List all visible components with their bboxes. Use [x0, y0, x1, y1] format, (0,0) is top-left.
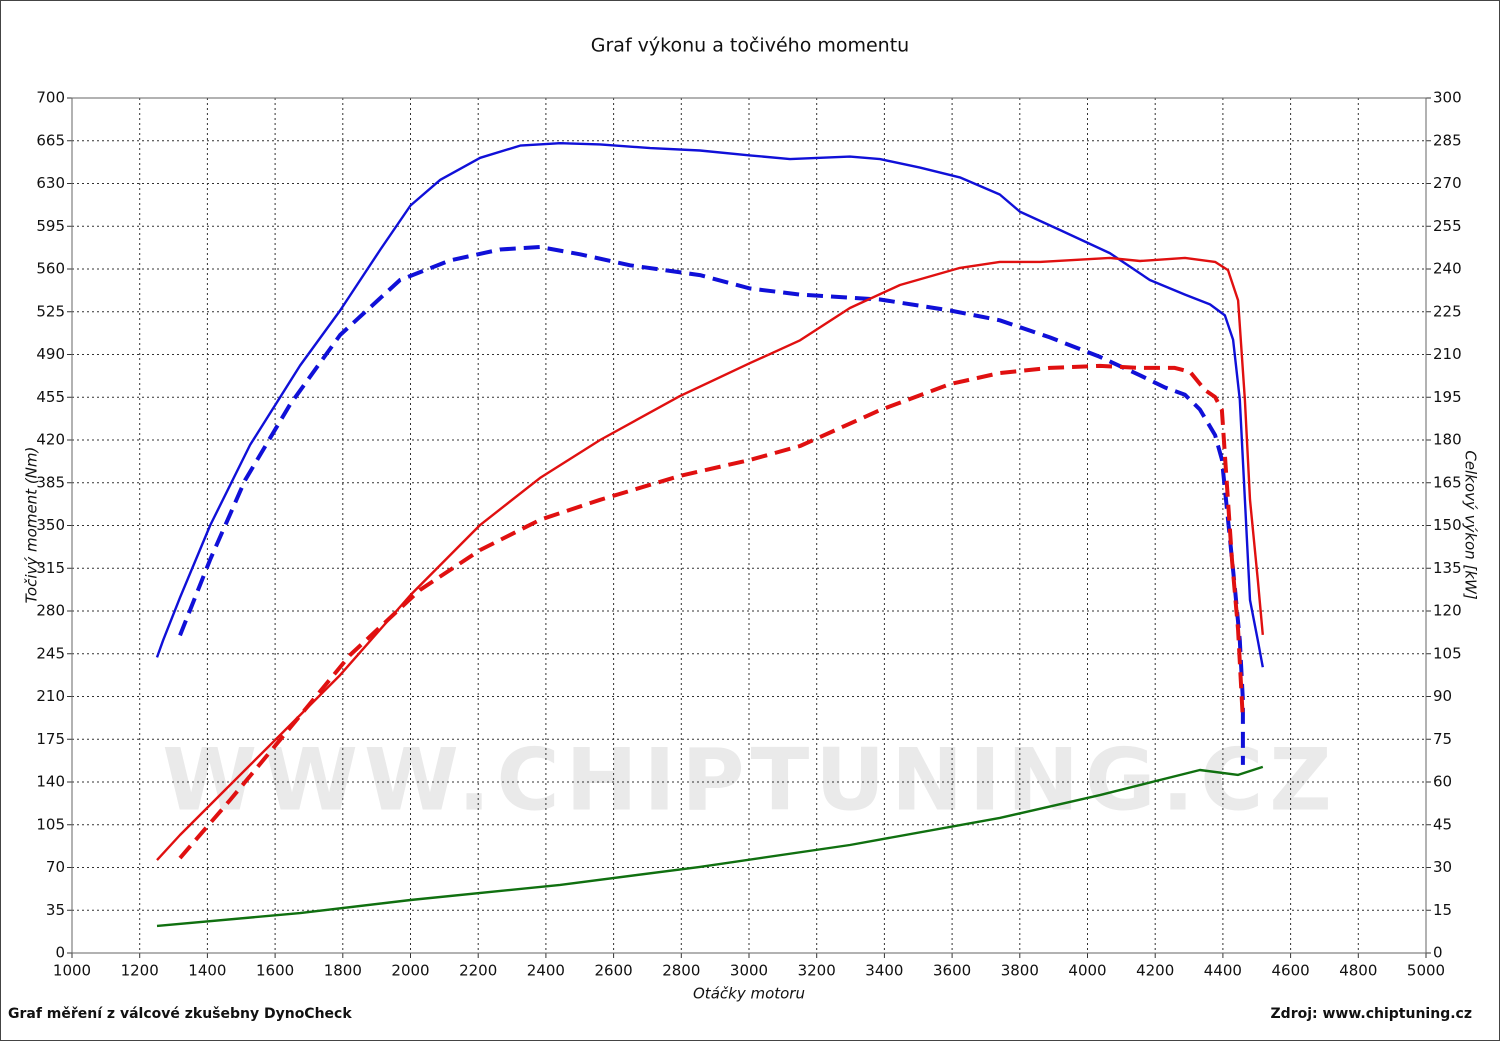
y-tick-label: 35 [46, 901, 65, 919]
x-axis-label: Otáčky motoru [693, 985, 805, 1003]
y-tick-label: 210 [36, 687, 65, 705]
y-tick-label: 385 [36, 473, 65, 491]
y-tick-label: 455 [36, 388, 65, 406]
x-tick-label: 2200 [459, 962, 497, 980]
y-tick-label: 595 [36, 217, 65, 235]
series-line [155, 142, 1264, 668]
y-tick-label: 350 [36, 516, 65, 534]
x-tick-label: 4600 [1272, 962, 1310, 980]
plot-border [71, 97, 1427, 954]
series-line [156, 256, 1264, 861]
y2-tick-label: 255 [1433, 217, 1462, 235]
x-tick-label: 3600 [933, 962, 971, 980]
y-tick-label: 630 [36, 174, 65, 192]
watermark: WWW.CHIPTUNING.CZ [162, 730, 1338, 830]
y2-tick-label: 120 [1433, 602, 1462, 620]
y-tick-label: 525 [36, 302, 65, 320]
y-tick-label: 420 [36, 431, 65, 449]
y2-tick-label: 105 [1433, 644, 1462, 662]
x-tick-label: 3200 [798, 962, 836, 980]
y2-tick-label: 270 [1433, 174, 1462, 192]
x-tick-label: 4800 [1339, 962, 1377, 980]
y2-tick-label: 180 [1433, 431, 1462, 449]
y-tick-label: 245 [36, 644, 65, 662]
y-tick-label: 665 [36, 131, 65, 149]
y2-tick-label: 240 [1433, 260, 1462, 278]
y-tick-label: 105 [36, 815, 65, 833]
x-tick-label: 1800 [324, 962, 362, 980]
y-tick-label: 700 [36, 89, 65, 107]
y-tick-label: 140 [36, 773, 65, 791]
series-line [178, 363, 1245, 860]
y2-tick-label: 90 [1433, 687, 1452, 705]
x-tick-label: 2800 [662, 962, 700, 980]
x-tick-label: 2000 [391, 962, 429, 980]
y2-tick-label: 15 [1433, 901, 1452, 919]
series-line [156, 765, 1264, 928]
y-tick-label: 0 [55, 944, 65, 962]
y2-tick-label: 210 [1433, 345, 1462, 363]
x-tick-label: 4400 [1204, 962, 1242, 980]
x-tick-label: 1400 [188, 962, 226, 980]
x-tick-label: 2400 [527, 962, 565, 980]
y2-tick-label: 135 [1433, 559, 1462, 577]
footer-left: Graf měření z válcové zkušebny DynoCheck [8, 1006, 352, 1022]
y2-tick-label: 45 [1433, 815, 1452, 833]
y2-axis-label: Celkový výkon [kW] [1462, 450, 1480, 600]
y2-tick-label: 0 [1433, 944, 1443, 962]
y-tick-label: 315 [36, 559, 65, 577]
footer-right: Zdroj: www.chiptuning.cz [1271, 1006, 1472, 1022]
y-tick-label: 490 [36, 345, 65, 363]
y2-tick-label: 165 [1433, 473, 1462, 491]
x-tick-label: 4000 [1068, 962, 1106, 980]
y-tick-label: 280 [36, 602, 65, 620]
x-tick-label: 1200 [121, 962, 159, 980]
y2-tick-label: 285 [1433, 131, 1462, 149]
y2-tick-label: 300 [1433, 89, 1462, 107]
chart-title: Graf výkonu a točivého momentu [591, 35, 909, 57]
x-tick-label: 3000 [730, 962, 768, 980]
series-line [178, 245, 1245, 765]
y2-tick-label: 150 [1433, 516, 1462, 534]
x-tick-label: 4200 [1136, 962, 1174, 980]
x-tick-label: 3400 [865, 962, 903, 980]
y-tick-label: 175 [36, 730, 65, 748]
y2-tick-label: 30 [1433, 858, 1452, 876]
y-tick-label: 70 [46, 858, 65, 876]
y2-tick-label: 195 [1433, 388, 1462, 406]
y2-tick-label: 60 [1433, 773, 1452, 791]
y2-tick-label: 75 [1433, 730, 1452, 748]
x-tick-label: 2600 [595, 962, 633, 980]
y-axis-label: Točivý moment (Nm) [23, 447, 41, 604]
y-tick-label: 560 [36, 260, 65, 278]
x-tick-label: 1000 [53, 962, 91, 980]
x-tick-label: 3800 [1001, 962, 1039, 980]
y2-tick-label: 225 [1433, 302, 1462, 320]
x-tick-label: 1600 [256, 962, 294, 980]
x-tick-label: 5000 [1407, 962, 1445, 980]
